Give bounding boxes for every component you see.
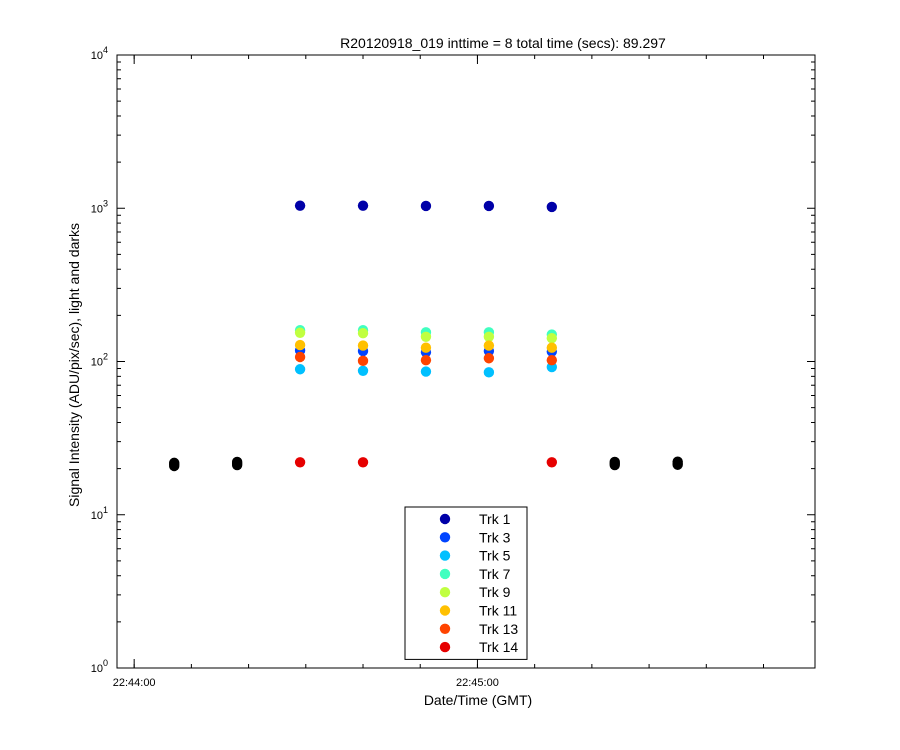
data-point	[420, 200, 432, 212]
data-point	[357, 457, 369, 468]
legend-label: Trk 1	[479, 511, 511, 527]
data-points	[169, 200, 683, 472]
x-tick-label: 22:44:00	[113, 677, 156, 689]
y-tick-label: 104	[91, 45, 108, 62]
data-point	[546, 354, 558, 366]
data-point	[169, 460, 180, 472]
data-point	[294, 200, 306, 211]
data-point	[609, 459, 620, 471]
legend-marker	[439, 532, 451, 543]
legend: Trk 1 Trk 3 Trk 5 Trk 7 Trk 9 Trk 11 Trk 13 Trk…	[404, 506, 528, 660]
data-point	[357, 327, 369, 339]
data-point	[483, 200, 495, 212]
data-point	[483, 367, 495, 378]
legend-label: Trk 13	[479, 621, 518, 637]
legend-label: Trk 7	[479, 566, 511, 582]
y-tick-label: 102	[91, 352, 108, 369]
legend-box	[404, 506, 528, 660]
data-point	[420, 354, 432, 366]
data-point	[294, 364, 306, 375]
data-point	[672, 459, 683, 470]
axes: 100 101 102 103 104 22:44:00 22:45:00	[91, 45, 816, 689]
data-point	[546, 201, 558, 213]
data-point	[483, 340, 495, 351]
legend-marker	[439, 568, 451, 580]
data-point	[357, 200, 369, 211]
y-tick-label: 100	[91, 658, 108, 675]
data-point	[420, 366, 432, 377]
data-point	[294, 339, 306, 351]
y-tick-label: 101	[91, 505, 108, 522]
data-point	[546, 332, 558, 344]
data-point	[546, 342, 558, 353]
legend-label: Trk 5	[479, 548, 511, 564]
chart-title: R20120918_019 inttime = 8 total time (se…	[340, 35, 666, 51]
data-point	[546, 457, 558, 468]
legend-marker	[439, 550, 451, 561]
x-axis-label: Date/Time (GMT)	[424, 692, 532, 708]
legend-marker	[439, 587, 451, 598]
legend-label: Trk 11	[479, 603, 517, 619]
data-point	[294, 457, 306, 468]
data-point	[483, 353, 495, 364]
legend-label: Trk 3	[479, 529, 511, 545]
data-point	[357, 340, 369, 351]
data-point	[420, 331, 432, 342]
x-tick-label: 22:45:00	[456, 677, 499, 689]
data-point	[294, 327, 306, 338]
data-point	[357, 355, 369, 367]
data-point	[231, 459, 243, 471]
legend-marker	[439, 513, 451, 525]
legend-label: Trk 9	[479, 584, 511, 600]
data-point	[420, 342, 432, 353]
y-axis-label: Signal Intensity (ADU/pix/sec), light an…	[66, 223, 82, 507]
data-point	[483, 331, 495, 342]
legend-marker	[439, 641, 451, 653]
legend-marker	[439, 623, 451, 634]
data-point	[357, 365, 369, 376]
data-point	[294, 351, 306, 363]
y-tick-label: 103	[91, 198, 108, 215]
legend-label: Trk 14	[479, 639, 518, 655]
legend-marker	[439, 605, 451, 616]
